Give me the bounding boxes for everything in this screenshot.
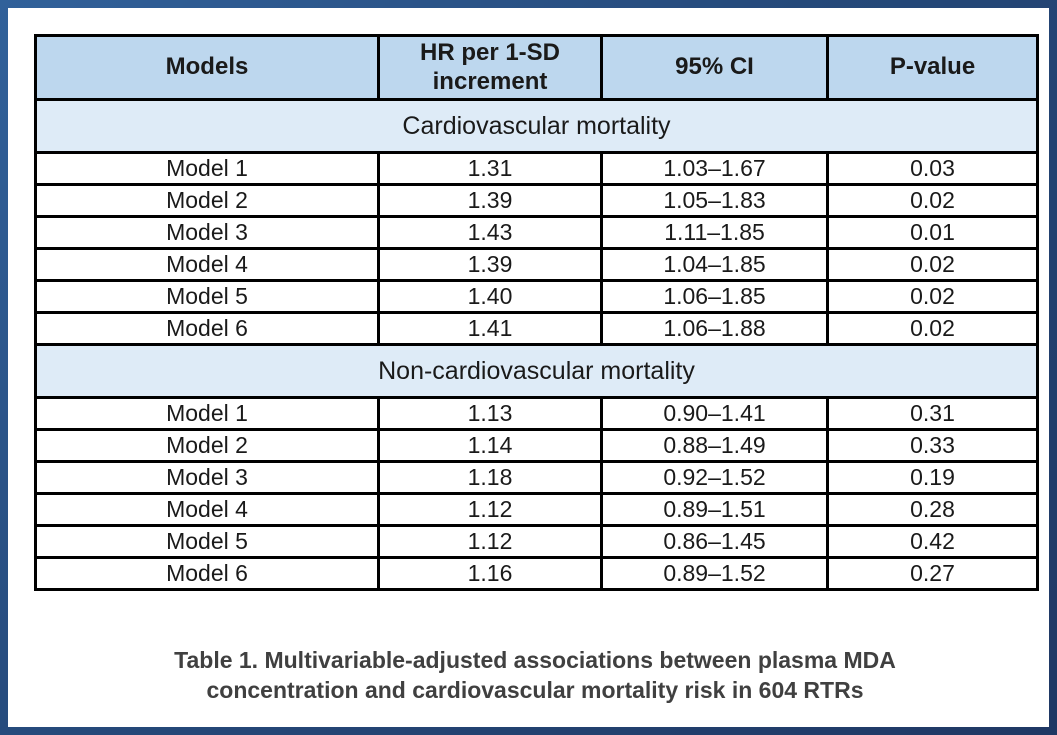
table-row: Model 3 1.43 1.11–1.85 0.01 xyxy=(34,215,1039,250)
caption-line-2: concentration and cardiovascular mortali… xyxy=(206,676,864,703)
pvalue-cell: 0.31 xyxy=(826,396,1039,431)
col-header-pvalue: P-value xyxy=(826,34,1039,101)
pvalue-cell: 0.02 xyxy=(826,183,1039,218)
model-cell: Model 4 xyxy=(34,247,380,282)
hr-cell: 1.13 xyxy=(377,396,603,431)
table-row: Model 2 1.14 0.88–1.49 0.33 xyxy=(34,428,1039,463)
col-header-hr: HR per 1-SD increment xyxy=(377,34,603,101)
hr-cell: 1.31 xyxy=(377,151,603,186)
ci-cell: 0.89–1.52 xyxy=(600,556,829,591)
header-row: Models HR per 1-SD increment 95% CI P-va… xyxy=(34,34,1039,101)
hr-cell: 1.16 xyxy=(377,556,603,591)
table-row: Model 2 1.39 1.05–1.83 0.02 xyxy=(34,183,1039,218)
table-row: Model 5 1.12 0.86–1.45 0.42 xyxy=(34,524,1039,559)
table-row: Model 4 1.12 0.89–1.51 0.28 xyxy=(34,492,1039,527)
table-row: Model 4 1.39 1.04–1.85 0.02 xyxy=(34,247,1039,282)
hr-cell: 1.39 xyxy=(377,247,603,282)
model-cell: Model 1 xyxy=(34,151,380,186)
pvalue-cell: 0.03 xyxy=(826,151,1039,186)
model-cell: Model 4 xyxy=(34,492,380,527)
table-row: Model 6 1.16 0.89–1.52 0.27 xyxy=(34,556,1039,591)
results-table: Models HR per 1-SD increment 95% CI P-va… xyxy=(34,34,1039,591)
ci-cell: 1.03–1.67 xyxy=(600,151,829,186)
col-header-models: Models xyxy=(34,34,380,101)
table-row: Model 6 1.41 1.06–1.88 0.02 xyxy=(34,311,1039,346)
model-cell: Model 5 xyxy=(34,279,380,314)
pvalue-cell: 0.27 xyxy=(826,556,1039,591)
table-row: Model 1 1.13 0.90–1.41 0.31 xyxy=(34,396,1039,431)
model-cell: Model 6 xyxy=(34,556,380,591)
hr-cell: 1.40 xyxy=(377,279,603,314)
model-cell: Model 2 xyxy=(34,183,380,218)
pvalue-cell: 0.42 xyxy=(826,524,1039,559)
ci-cell: 1.05–1.83 xyxy=(600,183,829,218)
hr-cell: 1.41 xyxy=(377,311,603,346)
section-title-cardiovascular: Cardiovascular mortality xyxy=(34,98,1039,154)
page-background: Models HR per 1-SD increment 95% CI P-va… xyxy=(8,8,1049,727)
ci-cell: 0.86–1.45 xyxy=(600,524,829,559)
section-title-non-cardiovascular: Non-cardiovascular mortality xyxy=(34,343,1039,399)
table-row: Model 3 1.18 0.92–1.52 0.19 xyxy=(34,460,1039,495)
pvalue-cell: 0.02 xyxy=(826,311,1039,346)
hr-cell: 1.12 xyxy=(377,492,603,527)
hr-cell: 1.18 xyxy=(377,460,603,495)
ci-cell: 0.92–1.52 xyxy=(600,460,829,495)
hr-cell: 1.39 xyxy=(377,183,603,218)
pvalue-cell: 0.19 xyxy=(826,460,1039,495)
model-cell: Model 2 xyxy=(34,428,380,463)
ci-cell: 1.11–1.85 xyxy=(600,215,829,250)
hr-cell: 1.43 xyxy=(377,215,603,250)
ci-cell: 1.06–1.85 xyxy=(600,279,829,314)
hr-cell: 1.12 xyxy=(377,524,603,559)
ci-cell: 0.89–1.51 xyxy=(600,492,829,527)
table-caption: Table 1. Multivariable-adjusted associat… xyxy=(34,646,1036,706)
ci-cell: 0.88–1.49 xyxy=(600,428,829,463)
pvalue-cell: 0.02 xyxy=(826,279,1039,314)
model-cell: Model 5 xyxy=(34,524,380,559)
model-cell: Model 6 xyxy=(34,311,380,346)
ci-cell: 1.06–1.88 xyxy=(600,311,829,346)
col-header-ci: 95% CI xyxy=(600,34,829,101)
table-row: Model 1 1.31 1.03–1.67 0.03 xyxy=(34,151,1039,186)
ci-cell: 0.90–1.41 xyxy=(600,396,829,431)
pvalue-cell: 0.02 xyxy=(826,247,1039,282)
section-header-row: Cardiovascular mortality xyxy=(34,98,1039,154)
model-cell: Model 1 xyxy=(34,396,380,431)
section-header-row: Non-cardiovascular mortality xyxy=(34,343,1039,399)
pvalue-cell: 0.28 xyxy=(826,492,1039,527)
pvalue-cell: 0.01 xyxy=(826,215,1039,250)
pvalue-cell: 0.33 xyxy=(826,428,1039,463)
ci-cell: 1.04–1.85 xyxy=(600,247,829,282)
table-row: Model 5 1.40 1.06–1.85 0.02 xyxy=(34,279,1039,314)
model-cell: Model 3 xyxy=(34,460,380,495)
model-cell: Model 3 xyxy=(34,215,380,250)
hr-cell: 1.14 xyxy=(377,428,603,463)
caption-line-1: Table 1. Multivariable-adjusted associat… xyxy=(174,647,896,673)
